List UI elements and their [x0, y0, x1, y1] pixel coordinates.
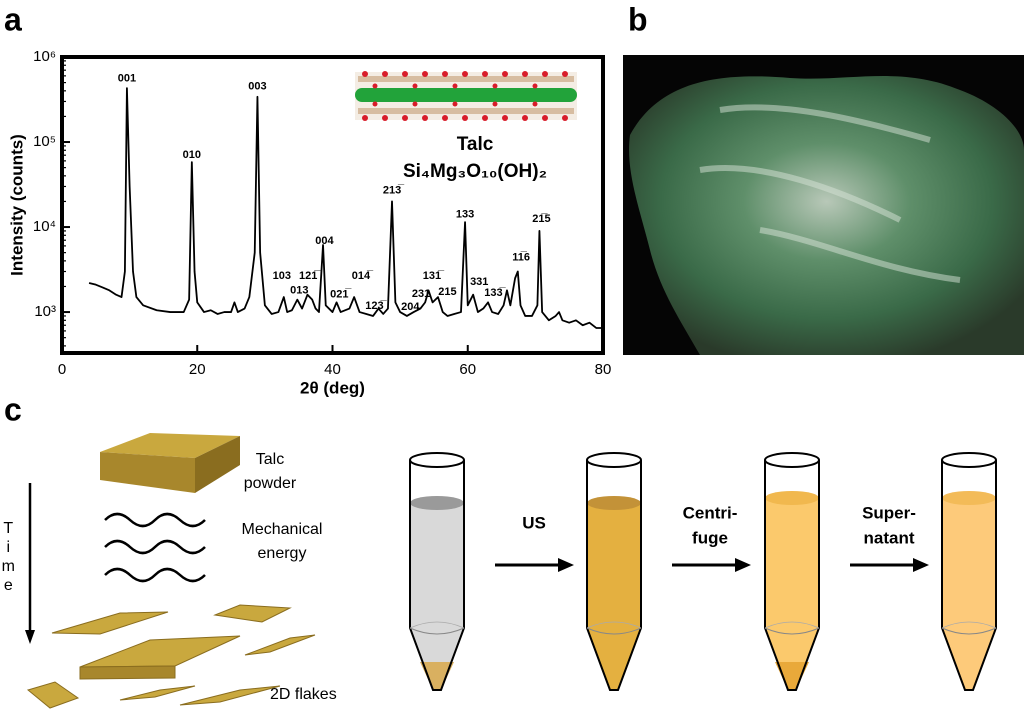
step-label: natant — [864, 528, 915, 547]
tube-rim — [764, 452, 820, 468]
tube-line — [586, 627, 642, 635]
step-label: fuge — [692, 528, 728, 547]
panel-label: b — [628, 1, 648, 37]
arrow-head — [25, 630, 35, 644]
peak-label: 213̅ — [383, 184, 405, 196]
peak-label: 103 — [273, 270, 291, 282]
tube-liquid — [765, 498, 819, 690]
tube-line — [941, 621, 997, 629]
tube-line — [764, 621, 820, 629]
tubes — [409, 452, 997, 691]
step-arrows — [495, 558, 929, 572]
inset-title: Talc — [457, 134, 494, 155]
peak-label: 331 — [470, 276, 488, 288]
panel-label: a — [4, 1, 22, 37]
peak-label: 010 — [183, 149, 201, 161]
peak-label: 021̅ — [330, 289, 352, 301]
energy-label: energy — [258, 545, 307, 562]
peak-label: 121̅ — [299, 270, 321, 282]
y-tick-label: 10⁶ — [33, 48, 56, 65]
peak-label: 014̅ — [352, 270, 374, 282]
slab — [100, 433, 240, 458]
peak-label: 133 — [456, 209, 474, 221]
step-label: Centri- — [683, 503, 738, 522]
tube-outline — [409, 460, 465, 691]
tube-line — [764, 627, 820, 635]
liquid-surface — [942, 491, 996, 505]
xrd-chart: 0 20 40 60 80 10³ 10⁴ 10⁵ 10⁶ 001 010 003 103 013 121̅… — [7, 48, 611, 398]
liquid-surface — [410, 496, 464, 510]
y-tick-label: 10³ — [34, 303, 56, 320]
x-tick-label: 80 — [595, 361, 612, 378]
powder-label: powder — [244, 475, 297, 492]
sediment — [420, 662, 454, 690]
flakes — [26, 604, 316, 709]
tube-liquid — [587, 503, 641, 690]
step-label: Super- — [862, 503, 916, 522]
diagram: Time Talc powder Mechanical energy 2D fl… — [0, 433, 997, 709]
tube-liquid — [410, 503, 464, 690]
peak-label: 003 — [248, 80, 266, 92]
tube-rim — [409, 452, 465, 468]
liquid-surface — [765, 491, 819, 505]
x-tick-label: 40 — [324, 361, 341, 378]
inset-formula: Si₄Mg₃O₁₀(OH)₂ — [403, 161, 547, 182]
peak-label: 131̅ — [423, 270, 445, 282]
x-axis-label: 2θ (deg) — [300, 378, 365, 397]
y-tick-label: 10⁴ — [33, 218, 56, 235]
tube-rim — [941, 452, 997, 468]
sediment — [775, 662, 809, 690]
peak-label: 133̅ — [484, 287, 506, 299]
peak-label: 204 — [401, 301, 420, 313]
liquid-surface — [587, 496, 641, 510]
peak-label: 231 — [412, 288, 430, 300]
peak-label: 21̅5 — [532, 213, 550, 225]
tube-line — [409, 621, 465, 629]
waves — [104, 512, 206, 583]
peak-label: 215 — [438, 286, 456, 298]
time-label: Time — [0, 520, 17, 596]
xrd-line — [88, 87, 603, 329]
x-tick-label: 20 — [189, 361, 206, 378]
panel-label: c — [4, 391, 22, 427]
tube-outline — [586, 460, 642, 691]
y-axis-label: Intensity (counts) — [7, 134, 26, 276]
x-tick-label: 0 — [58, 361, 66, 378]
energy-label: Mechanical — [242, 521, 323, 538]
tube-line — [409, 627, 465, 635]
tube-liquid — [942, 498, 996, 690]
peak-label: 123̅ — [365, 300, 387, 312]
y-tick-label: 10⁵ — [33, 133, 56, 150]
peak-label: 001 — [118, 72, 136, 84]
peak-label: 013 — [290, 284, 308, 296]
tube-outline — [941, 460, 997, 691]
flakes-label: 2D flakes — [270, 686, 337, 703]
tube-rim — [586, 452, 642, 468]
x-tick-label: 60 — [459, 361, 476, 378]
inset-structure — [355, 71, 577, 121]
peak-label: 004 — [315, 235, 334, 247]
tube-line — [941, 627, 997, 635]
photo — [623, 55, 1024, 356]
powder-label: Talc — [256, 451, 284, 468]
step-label: US — [522, 513, 546, 532]
tube-outline — [764, 460, 820, 691]
tube-line — [586, 621, 642, 629]
slab — [195, 436, 240, 493]
peak-label: 11̅6 — [512, 251, 530, 263]
plot-frame — [60, 55, 605, 355]
slab — [100, 452, 195, 493]
